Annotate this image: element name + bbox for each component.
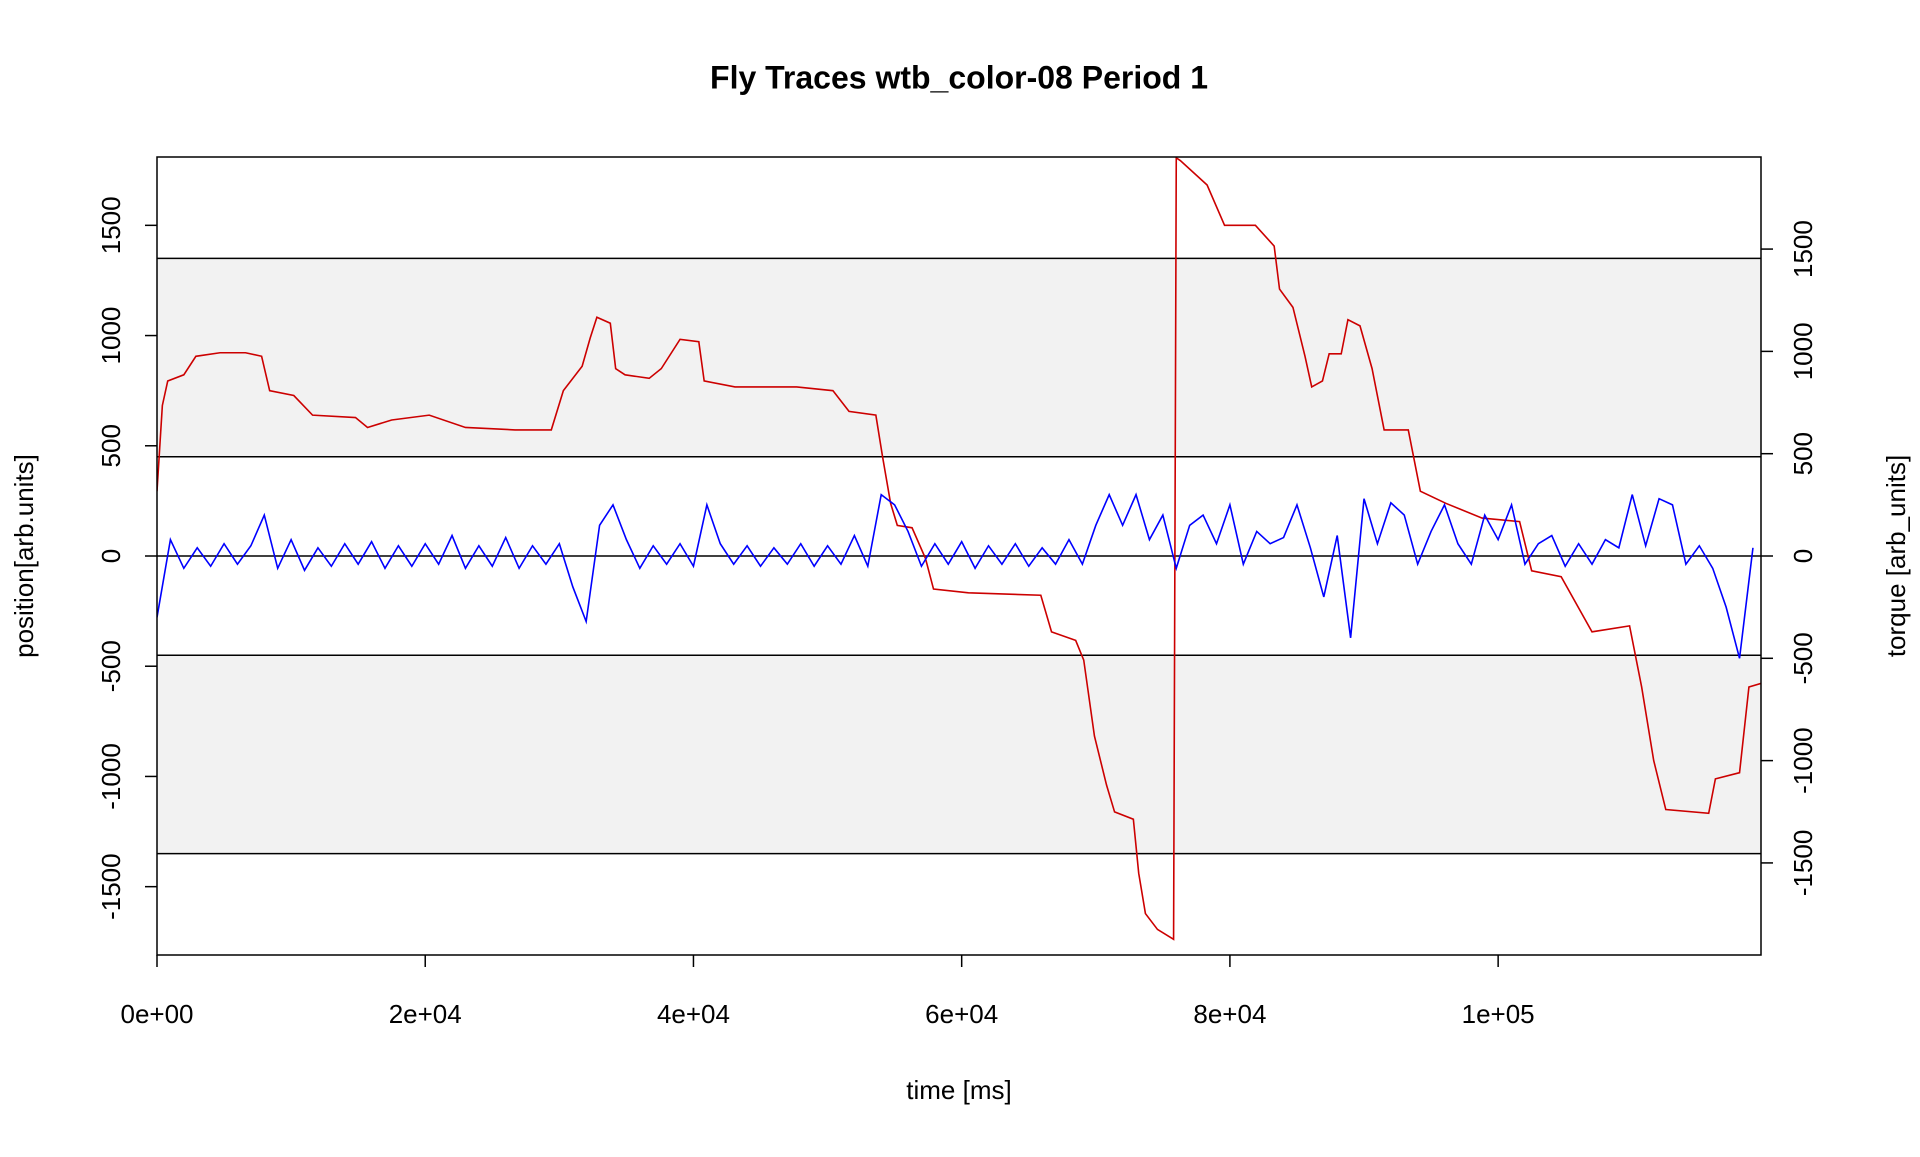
y-tick-label: 0 (96, 549, 126, 563)
band (157, 258, 1761, 457)
x-tick-label: 8e+04 (1193, 999, 1266, 1029)
y-tick-label: -1500 (96, 853, 126, 920)
y2-tick-label: -500 (1788, 632, 1818, 684)
plot-area (157, 157, 1761, 941)
y2-tick-label: -1500 (1788, 830, 1818, 897)
x-axis-title: time [ms] (906, 1075, 1011, 1105)
y2-tick-label: 1500 (1788, 220, 1818, 278)
y2-tick-label: 500 (1788, 432, 1818, 475)
x-tick-label: 4e+04 (657, 999, 730, 1029)
series-line (157, 157, 1761, 941)
y2-tick-label: 1000 (1788, 322, 1818, 380)
x-tick-label: 2e+04 (389, 999, 462, 1029)
chart-title: Fly Traces wtb_color-08 Period 1 (710, 59, 1208, 95)
y-tick-label: 1500 (96, 196, 126, 254)
x-tick-label: 6e+04 (925, 999, 998, 1029)
y-tick-label: -1000 (96, 743, 126, 810)
y-tick-label: 500 (96, 424, 126, 467)
series-line (157, 492, 1754, 659)
y2-tick-label: 0 (1788, 549, 1818, 563)
y2-axis-title: torque [arb_units] (1881, 455, 1911, 657)
x-tick-label: 1e+05 (1462, 999, 1535, 1029)
x-tick-label: 0e+00 (120, 999, 193, 1029)
y-axis-title: position[arb.units] (9, 454, 39, 658)
y-tick-label: -500 (96, 640, 126, 692)
band (157, 655, 1761, 854)
y-tick-label: 1000 (96, 307, 126, 365)
y2-tick-label: -1000 (1788, 727, 1818, 794)
